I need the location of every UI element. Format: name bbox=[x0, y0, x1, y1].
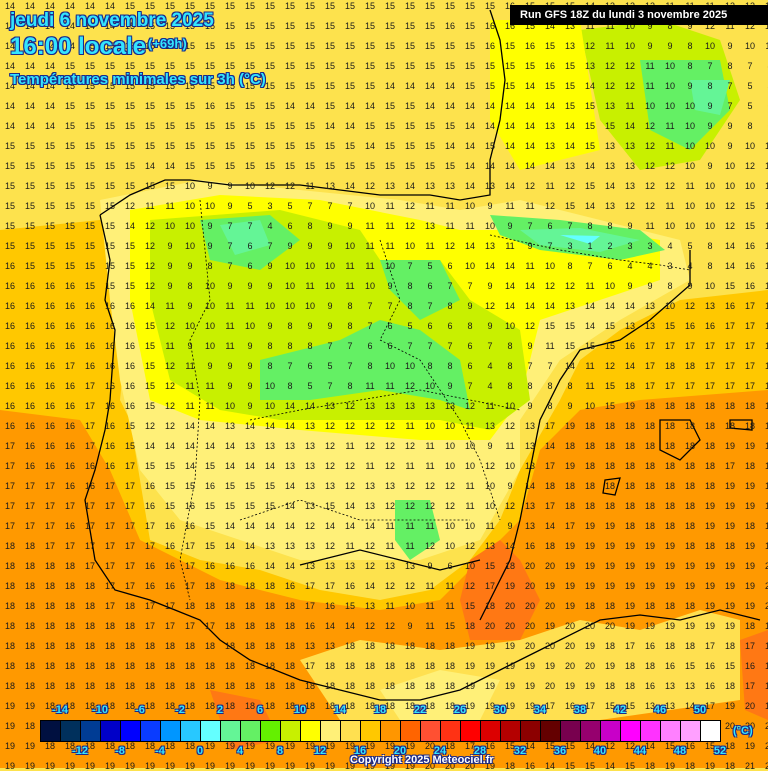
legend-swatch bbox=[141, 721, 161, 741]
legend-tick-top: -2 bbox=[175, 704, 185, 716]
legend-tick-top: 38 bbox=[573, 704, 587, 716]
legend-swatch bbox=[181, 721, 201, 741]
legend-swatch bbox=[481, 721, 501, 741]
legend-swatch bbox=[501, 721, 521, 741]
legend-unit: (°C) bbox=[733, 725, 753, 737]
zone-central-green bbox=[260, 320, 470, 410]
legend-swatch bbox=[581, 721, 601, 741]
legend-tick-bottom: 12 bbox=[313, 745, 327, 757]
legend-tick-bottom: 52 bbox=[713, 745, 727, 757]
legend-tick-top: 2 bbox=[216, 704, 224, 716]
legend-tick-bottom: 48 bbox=[673, 745, 687, 757]
legend-tick-bottom: -8 bbox=[115, 745, 125, 757]
forecast-date: jeudi 6 novembre 2025 bbox=[10, 10, 214, 31]
coastline-mallorca bbox=[659, 419, 701, 461]
legend-tick-top: -10 bbox=[92, 704, 108, 716]
legend-tick-bottom: 24 bbox=[433, 745, 447, 757]
map-subtitle: Températures minimales sur 3h (°C) bbox=[10, 71, 266, 88]
legend-tick-top: 18 bbox=[373, 704, 387, 716]
border-portugal bbox=[179, 199, 211, 601]
legend-swatch bbox=[701, 721, 720, 741]
legend-tick-top: 14 bbox=[333, 704, 347, 716]
legend-swatch bbox=[661, 721, 681, 741]
zone-south-green bbox=[395, 500, 440, 560]
legend-swatch bbox=[221, 721, 241, 741]
borders bbox=[179, 199, 691, 601]
legend-tick-bottom: -4 bbox=[155, 745, 165, 757]
legend-swatch bbox=[681, 721, 701, 741]
zone-ne-green bbox=[380, 260, 460, 320]
legend-tick-top: 22 bbox=[413, 704, 427, 716]
legend-swatch bbox=[441, 721, 461, 741]
border-internal bbox=[299, 549, 481, 571]
legend-tick-bottom: 44 bbox=[633, 745, 647, 757]
legend-tick-bottom: 16 bbox=[353, 745, 367, 757]
legend-swatch bbox=[121, 721, 141, 741]
legend-tick-bottom: 28 bbox=[473, 745, 487, 757]
legend-swatch bbox=[81, 721, 101, 741]
legend-swatch bbox=[281, 721, 301, 741]
zone-pyrenees-cold bbox=[560, 235, 600, 244]
legend-tick-bottom: -12 bbox=[72, 745, 88, 757]
legend-tick-top: 10 bbox=[293, 704, 307, 716]
legend-swatch bbox=[401, 721, 421, 741]
coastline-east bbox=[479, 250, 691, 621]
legend-tick-top: 6 bbox=[256, 704, 264, 716]
legend-tick-top: 46 bbox=[653, 704, 667, 716]
legend-swatch bbox=[361, 721, 381, 741]
zone-north-cool bbox=[220, 220, 270, 255]
forecast-time: 16:00 locale bbox=[10, 33, 147, 60]
zone-20-warm-east bbox=[460, 540, 540, 640]
legend-tick-bottom: 40 bbox=[593, 745, 607, 757]
legend-swatch bbox=[621, 721, 641, 741]
legend-swatch bbox=[421, 721, 441, 741]
legend-swatch bbox=[201, 721, 221, 741]
legend-swatch bbox=[241, 721, 261, 741]
legend-swatch bbox=[461, 721, 481, 741]
legend-swatch bbox=[341, 721, 361, 741]
coastline-north bbox=[99, 9, 506, 216]
coastline-ibiza bbox=[602, 477, 621, 496]
legend-swatch bbox=[261, 721, 281, 741]
legend-tick-bottom: 8 bbox=[276, 745, 284, 757]
color-scale-legend bbox=[40, 720, 721, 742]
legend-tick-top: 50 bbox=[693, 704, 707, 716]
border-region-3 bbox=[379, 239, 501, 521]
legend-swatch bbox=[641, 721, 661, 741]
legend-swatch bbox=[541, 721, 561, 741]
zone-france-10-12 bbox=[490, 20, 600, 170]
coastline-menorca bbox=[729, 419, 753, 431]
forecast-offset: (+69h) bbox=[148, 36, 187, 51]
legend-swatch bbox=[561, 721, 581, 741]
legend-tick-bottom: 32 bbox=[513, 745, 527, 757]
model-run-label: Run GFS 18Z du lundi 3 novembre 2025 bbox=[510, 5, 768, 25]
legend-swatch bbox=[521, 721, 541, 741]
legend-tick-bottom: 0 bbox=[196, 745, 204, 757]
copyright: Copyright 2025 Meteociel.fr bbox=[350, 754, 494, 766]
legend-swatch bbox=[301, 721, 321, 741]
border-region-1 bbox=[249, 389, 521, 421]
legend-tick-top: 42 bbox=[613, 704, 627, 716]
legend-swatch bbox=[41, 721, 61, 741]
legend-swatch bbox=[381, 721, 401, 741]
legend-tick-bottom: 20 bbox=[393, 745, 407, 757]
coastlines bbox=[84, 9, 761, 701]
legend-tick-top: -6 bbox=[135, 704, 145, 716]
legend-tick-bottom: 4 bbox=[236, 745, 244, 757]
legend-tick-top: 26 bbox=[453, 704, 467, 716]
zone-20-warm-se bbox=[740, 630, 768, 720]
legend-swatch bbox=[101, 721, 121, 741]
legend-swatch bbox=[61, 721, 81, 741]
legend-tick-bottom: 36 bbox=[553, 745, 567, 757]
legend-swatch bbox=[601, 721, 621, 741]
border-france bbox=[489, 234, 691, 271]
legend-swatch bbox=[161, 721, 181, 741]
legend-tick-top: 30 bbox=[493, 704, 507, 716]
legend-tick-top: 34 bbox=[533, 704, 547, 716]
coastline-west-south bbox=[84, 214, 761, 701]
legend-tick-top: -14 bbox=[52, 704, 68, 716]
legend-swatch bbox=[321, 721, 341, 741]
zone-france-cool bbox=[690, 80, 730, 115]
